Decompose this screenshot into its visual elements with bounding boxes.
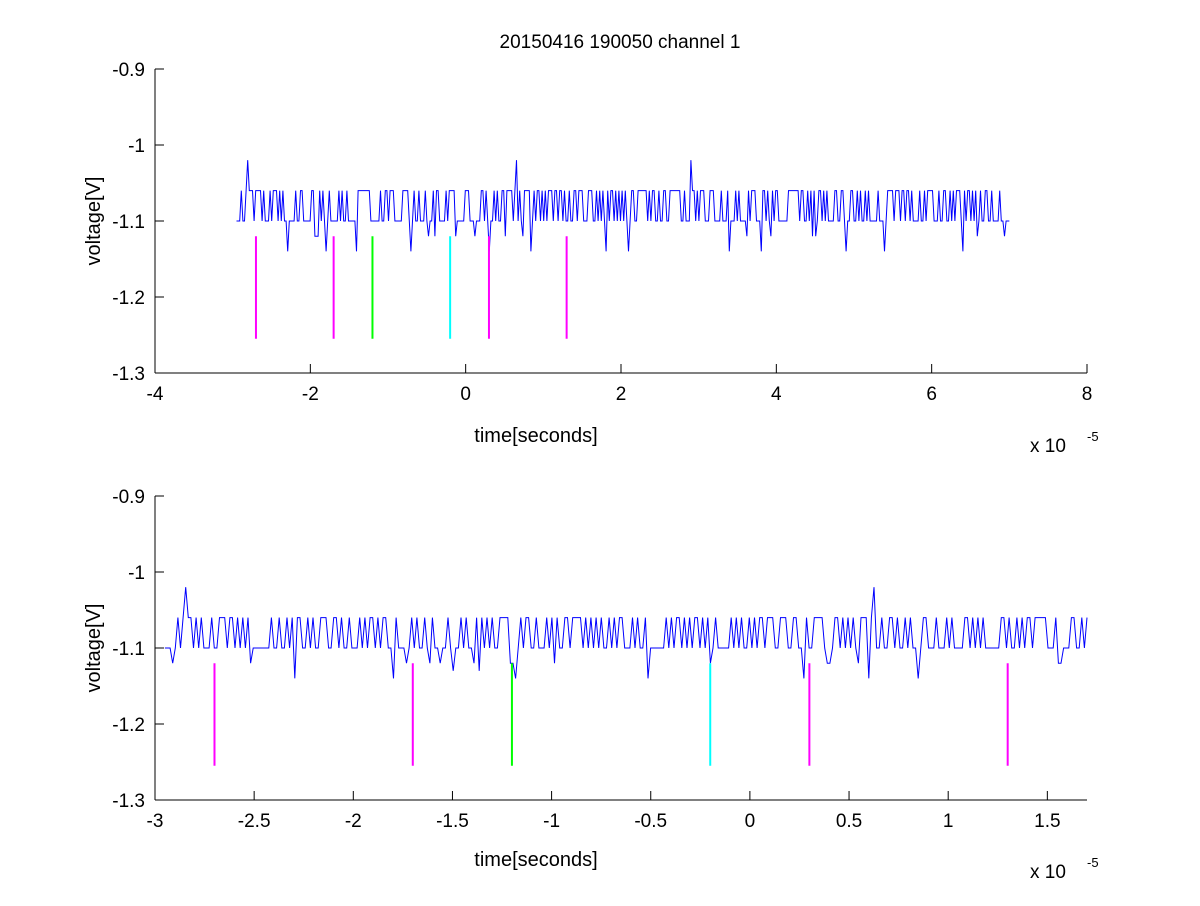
- x-tick-label: 0.5: [836, 811, 862, 832]
- x-tick-label: 0: [745, 811, 756, 832]
- x-exponent-label: x 10: [1030, 862, 1066, 883]
- y-tick-label: -1.1: [112, 639, 145, 660]
- y-tick-label: -1.3: [112, 364, 145, 385]
- x-tick-label: 8: [1082, 384, 1093, 405]
- x-tick-label: -1.5: [436, 811, 469, 832]
- y-tick-label: -1.2: [112, 288, 145, 309]
- x-tick-label: -4: [147, 384, 164, 405]
- y-tick-label: -0.9: [112, 60, 145, 81]
- x-tick-label: -2: [345, 811, 362, 832]
- x-tick-label: -1: [543, 811, 560, 832]
- y-axis-label: voltage[V]: [83, 177, 105, 266]
- x-tick-label: -2: [302, 384, 319, 405]
- x-tick-label: 2: [616, 384, 627, 405]
- y-tick-label: -0.9: [112, 487, 145, 508]
- x-exponent-label: x 10: [1030, 436, 1066, 457]
- x-tick-label: -3: [147, 811, 164, 832]
- x-exponent-power: -5: [1087, 855, 1099, 870]
- plot-bottom: -3 -2.5 -2 -1.5 -1 -0.5 0 0.5 1 1.5 -1.3 -1.2 -1.1 -1…: [83, 487, 1099, 883]
- y-tick-label: -1.1: [112, 212, 145, 233]
- x-exponent-power: -5: [1087, 429, 1099, 444]
- y-tick-label: -1.2: [112, 715, 145, 736]
- plot-top: -4 -2 0 2 4 6 8 -1.3 -1.2 -1.1 -1 -0.9 time[seconds]…: [83, 60, 1099, 457]
- voltage-trace: [164, 587, 1088, 679]
- x-tick-label: 6: [926, 384, 937, 405]
- x-tick-label: -0.5: [634, 811, 667, 832]
- x-axis-label: time[seconds]: [474, 849, 597, 871]
- y-tick-label: -1: [128, 563, 145, 584]
- y-tick-label: -1.3: [112, 791, 145, 812]
- y-tick-label: -1: [128, 136, 145, 157]
- figure-title: 20150416 190050 channel 1: [500, 32, 741, 53]
- x-tick-label: 1: [943, 811, 954, 832]
- x-axis-label: time[seconds]: [474, 425, 597, 447]
- x-tick-label: 0: [460, 384, 471, 405]
- voltage-trace: [236, 160, 1010, 252]
- x-tick-label: -2.5: [238, 811, 271, 832]
- x-tick-label: 4: [771, 384, 782, 405]
- y-axis-label: voltage[V]: [83, 604, 105, 693]
- x-tick-label: 1.5: [1034, 811, 1060, 832]
